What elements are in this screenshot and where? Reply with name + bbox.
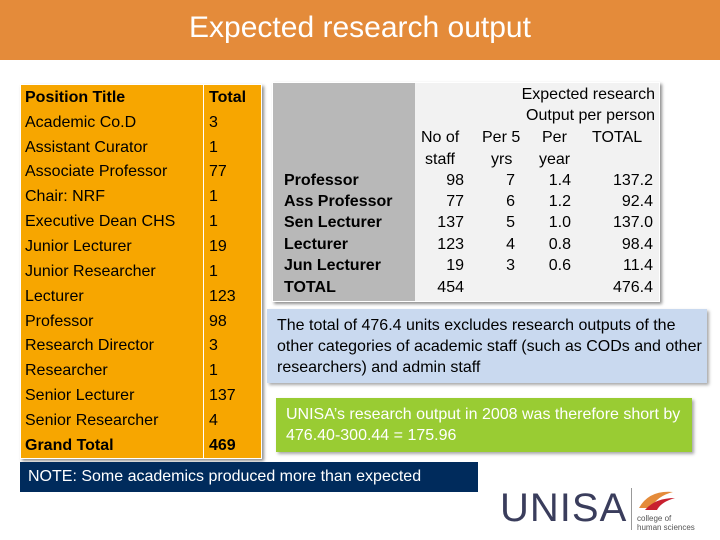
exclusion-note-text: The total of 476.4 units excludes resear…: [277, 317, 702, 376]
per5-cell: 6: [506, 193, 515, 210]
peryear-cell: 1.4: [548, 172, 571, 189]
exclusion-note-box: The total of 476.4 units excludes resear…: [267, 309, 707, 383]
table-row: Professor 98: [21, 309, 261, 334]
position-cell: Lecturer: [25, 288, 84, 305]
slide-title: Expected research output: [189, 11, 531, 44]
total-cell: 3: [209, 114, 218, 131]
peryear-cell: 1.0: [548, 214, 571, 231]
college-name: college of human sciences: [637, 514, 695, 532]
category-label: Sen Lecturer: [284, 214, 382, 231]
position-cell: Academic Co.D: [25, 114, 137, 131]
position-cell: Associate Professor: [25, 163, 168, 180]
column-divider: [203, 85, 204, 458]
peryear-cell: 0.6: [548, 257, 571, 274]
expected-output-table: Professor Ass Professor Sen Lecturer Lec…: [272, 82, 660, 302]
position-cell: Research Director: [25, 337, 154, 354]
grand-total-label: Grand Total: [25, 437, 114, 454]
staff-cell: 19: [446, 257, 464, 274]
shortfall-note-text: UNISA’s research output in 2008 was ther…: [286, 406, 681, 444]
table-row: Research Director 3: [21, 333, 261, 358]
unisa-logo: UNISA: [500, 486, 628, 530]
total-cell: 1: [209, 139, 218, 156]
col-header-staff: No of: [421, 129, 460, 146]
position-cell: Junior Lecturer: [25, 238, 132, 255]
col-header-staff-2: staff: [425, 151, 455, 168]
table-row: Chair: NRF 1: [21, 184, 261, 209]
position-table: Position Title Total Academic Co.D 3 Ass…: [20, 84, 262, 459]
values-area: Expected research Output per person No o…: [415, 83, 659, 301]
table-row: Junior Lecturer 19: [21, 234, 261, 259]
col-header-total: TOTAL: [592, 129, 643, 146]
category-label: Professor: [284, 172, 359, 189]
table-row: Senior Lecturer 137: [21, 383, 261, 408]
total-cell: 98.4: [621, 236, 653, 253]
total-cell: 3: [209, 337, 218, 354]
col-header-yrs: yrs: [491, 151, 513, 168]
table-row: Executive Dean CHS 1: [21, 209, 261, 234]
position-cell: Researcher: [25, 362, 108, 379]
staff-cell: 123: [437, 236, 464, 253]
total-cell: 1: [209, 188, 218, 205]
position-cell: Chair: NRF: [25, 188, 106, 205]
position-cell: Junior Researcher: [25, 263, 156, 280]
title-banner: [0, 0, 720, 60]
total-cell: 11.4: [623, 257, 653, 274]
total-cell: 92.4: [621, 193, 653, 210]
category-column: Professor Ass Professor Sen Lecturer Lec…: [273, 83, 415, 301]
peryear-cell: 0.8: [548, 236, 571, 253]
grand-total-row: Grand Total 469: [21, 433, 261, 458]
staff-cell: 98: [446, 172, 464, 189]
total-cell: 98: [209, 313, 227, 330]
staff-total-cell: 454: [437, 279, 464, 296]
position-cell: Executive Dean CHS: [25, 213, 176, 230]
grand-total-value: 469: [209, 437, 236, 454]
category-label: Ass Professor: [284, 193, 393, 210]
table-row: Lecturer 123: [21, 284, 261, 309]
total-cell: 137: [209, 387, 236, 404]
table-row: Academic Co.D 3: [21, 110, 261, 135]
per5-cell: 3: [506, 257, 515, 274]
total-cell: 123: [209, 288, 236, 305]
table-row: Junior Researcher 1: [21, 259, 261, 284]
total-cell: 1: [209, 213, 218, 230]
col-header-per5: Per 5: [482, 129, 521, 146]
table-row: Researcher 1: [21, 358, 261, 383]
staff-cell: 77: [446, 193, 464, 210]
col-header-year: year: [539, 151, 571, 168]
position-cell: Professor: [25, 313, 94, 330]
college-emblem-icon: [639, 491, 675, 510]
shortfall-note-box: UNISA’s research output in 2008 was ther…: [276, 398, 692, 452]
col-header-per: Per: [542, 129, 567, 146]
grand-total-cell: 476.4: [612, 279, 653, 296]
header-output-per-person: Output per person: [526, 107, 655, 124]
per5-cell: 7: [506, 172, 515, 189]
total-cell: 4: [209, 412, 218, 429]
footer-note-text: NOTE: Some academics produced more than …: [28, 468, 422, 485]
footer-note-box: NOTE: Some academics produced more than …: [20, 462, 478, 492]
category-label: Lecturer: [284, 236, 349, 253]
staff-cell: 137: [437, 214, 464, 231]
per5-cell: 5: [506, 214, 515, 231]
total-cell: 77: [209, 163, 227, 180]
header-position: Position Title: [25, 89, 126, 106]
header-total: Total: [209, 89, 247, 106]
total-cell: 1: [209, 362, 218, 379]
table-row: Assistant Curator 1: [21, 135, 261, 160]
table-row: Senior Researcher 4: [21, 408, 261, 433]
per5-cell: 4: [506, 236, 515, 253]
logo-divider: [631, 488, 632, 530]
category-label: Jun Lecturer: [284, 257, 381, 274]
table-row: Associate Professor 77: [21, 159, 261, 184]
category-label: TOTAL: [284, 279, 336, 296]
header-expected: Expected research: [521, 86, 655, 103]
peryear-cell: 1.2: [548, 193, 571, 210]
total-cell: 19: [209, 238, 227, 255]
position-cell: Senior Lecturer: [25, 387, 135, 404]
position-cell: Assistant Curator: [25, 139, 148, 156]
table-header-row: Position Title Total: [21, 85, 261, 110]
total-cell: 137.2: [612, 172, 653, 189]
position-cell: Senior Researcher: [25, 412, 159, 429]
total-cell: 137.0: [612, 214, 653, 231]
total-cell: 1: [209, 263, 218, 280]
